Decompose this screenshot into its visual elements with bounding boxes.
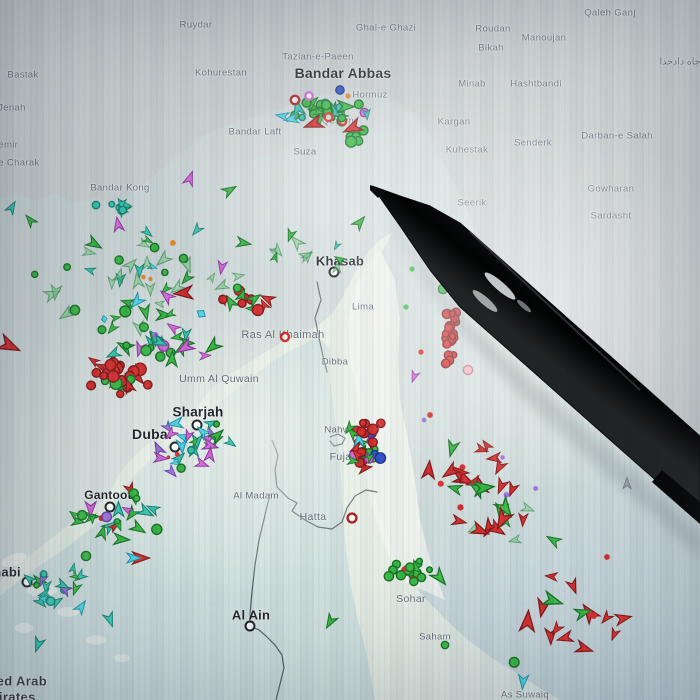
pen-clip-highlight3 <box>517 299 531 313</box>
pen-shadow <box>378 200 700 560</box>
pen-body <box>371 185 700 521</box>
pen-tip <box>370 185 384 198</box>
pen-end-cap <box>652 470 700 524</box>
pen-clip-highlight <box>484 272 516 300</box>
pen-clip-highlight2 <box>472 290 498 312</box>
pen-edge-highlight <box>469 231 641 391</box>
